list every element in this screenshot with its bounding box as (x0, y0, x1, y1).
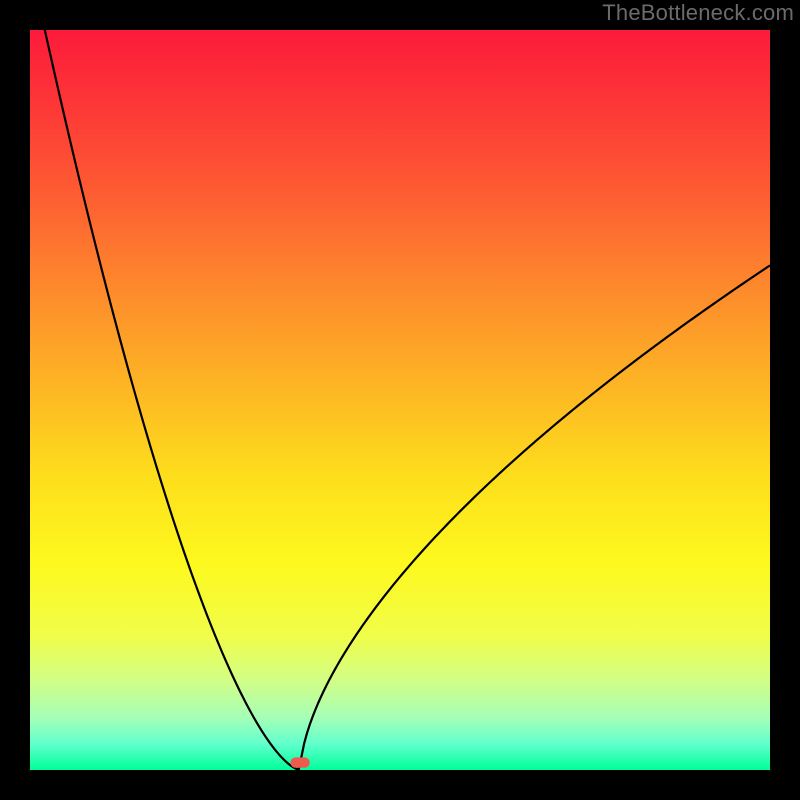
v-curve-chart (0, 0, 800, 800)
attribution-text: TheBottleneck.com (602, 0, 794, 26)
minimum-marker (290, 757, 309, 767)
chart-container: TheBottleneck.com (0, 0, 800, 800)
gradient-plot-background (30, 30, 770, 770)
